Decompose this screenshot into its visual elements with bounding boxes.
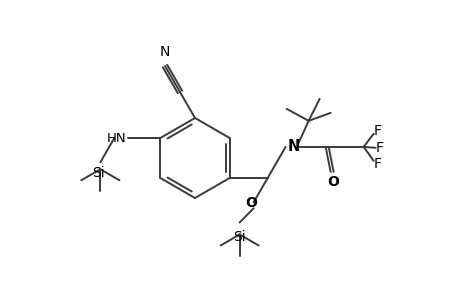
Text: F: F [373, 124, 381, 138]
Text: O: O [245, 196, 257, 210]
Text: O: O [327, 175, 339, 189]
Text: HN: HN [106, 131, 126, 145]
Text: F: F [373, 157, 381, 171]
Text: N: N [287, 139, 299, 154]
Text: N: N [159, 45, 170, 59]
Text: Si: Si [233, 230, 246, 244]
Text: F: F [375, 141, 383, 155]
Text: Si: Si [92, 166, 105, 180]
